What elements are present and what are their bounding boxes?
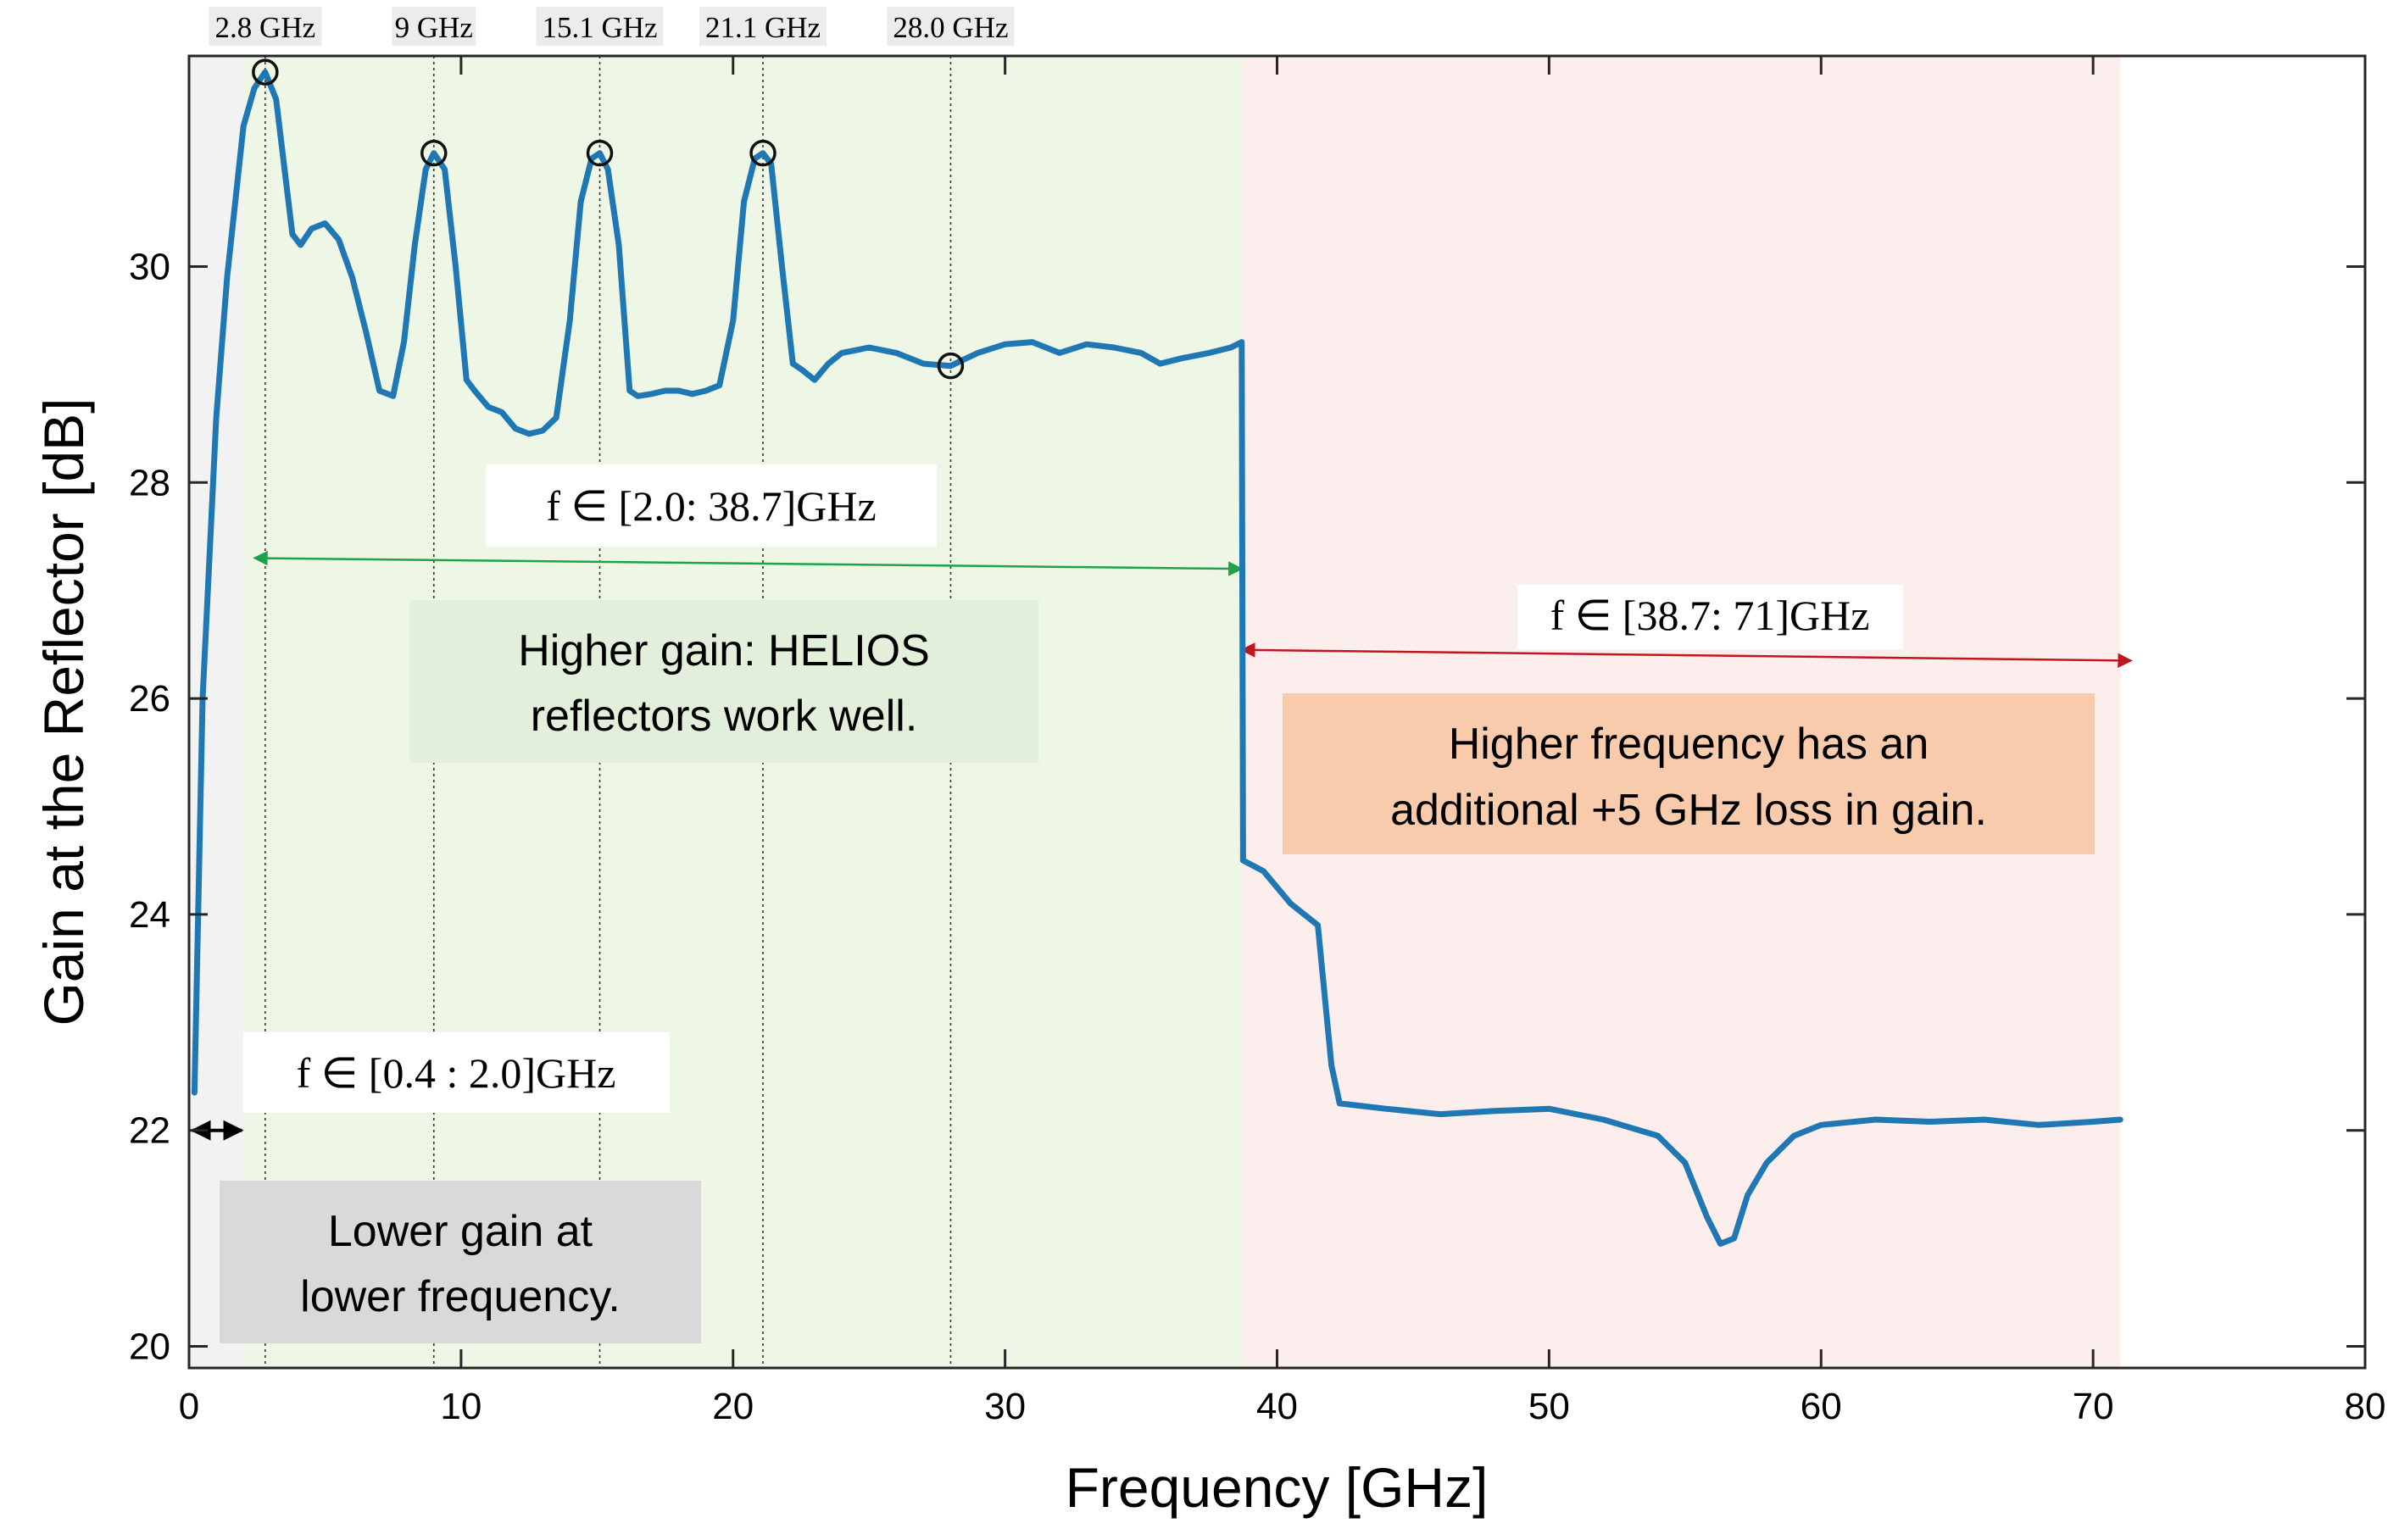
series-line-0	[191, 69, 2123, 1247]
top-label-box-4	[887, 7, 1015, 46]
y-tick-label-3: 26	[129, 678, 170, 720]
range-label-mid: f ∈ [2.0: 38.7]GHz	[546, 482, 876, 530]
top-label-box-0	[209, 7, 322, 46]
y-axis-ticks: 20 22 24 26 28 30	[129, 246, 2365, 1368]
x-tick-label-0: 0	[179, 1386, 199, 1427]
top-label-box-2	[536, 7, 664, 46]
series-line	[191, 69, 2123, 1247]
peak-marker-1	[420, 139, 448, 167]
note-box-helios	[409, 600, 1038, 763]
peak-markers	[252, 58, 965, 380]
x-tick-label-8: 80	[2345, 1386, 2386, 1427]
note-low-line1: Lower gain at	[328, 1207, 593, 1256]
x-tick-label-7: 70	[2073, 1386, 2114, 1427]
y-tick-label-1: 22	[129, 1110, 170, 1152]
x-tick-label-1: 10	[440, 1386, 481, 1427]
top-label-1: 9 GHz	[395, 11, 473, 44]
peak-marker-0	[252, 58, 279, 86]
y-tick-label-4: 28	[129, 462, 170, 503]
top-label-0: 2.8 GHz	[215, 11, 316, 44]
region-0	[189, 56, 244, 1368]
peak-guide-lines	[264, 56, 952, 1368]
x-tick-label-2: 20	[712, 1386, 754, 1427]
peak-marker-2	[586, 139, 614, 167]
note-helios-line1: Higher gain: HELIOS	[518, 626, 930, 675]
y-tick-label-5: 30	[129, 246, 170, 287]
y-tick-label-2: 24	[129, 894, 170, 936]
peak-marker-4	[937, 352, 965, 380]
note-high-line2: additional +5 GHz loss in gain.	[1390, 786, 1987, 835]
range-arrow-high	[1240, 642, 2133, 669]
note-helios-line2: reflectors work well.	[531, 692, 918, 741]
top-label-box-3	[699, 7, 827, 46]
x-tick-label-4: 40	[1256, 1386, 1298, 1427]
x-tick-label-6: 60	[1801, 1386, 1842, 1427]
top-label-4: 28.0 GHz	[893, 11, 1008, 44]
top-label-2: 15.1 GHz	[542, 11, 657, 44]
range-label-box-high	[1517, 585, 1903, 649]
note-box-low-frequency	[220, 1181, 701, 1343]
x-tick-label-3: 30	[984, 1386, 1026, 1427]
range-label-low: f ∈ [0.4 : 2.0]GHz	[297, 1049, 616, 1097]
range-arrow-mid	[253, 550, 1244, 576]
top-label-box-1	[392, 7, 476, 46]
x-axis-ticks: 0 10 20 30 40 50 60 70 80	[179, 56, 2386, 1427]
annotations: f ∈ [2.0: 38.7]GHz f ∈ [38.7: 71]GHz f ∈…	[220, 464, 2095, 1343]
top-label-3: 21.1 GHz	[705, 11, 821, 44]
range-label-box-low	[243, 1032, 670, 1113]
note-low-line2: lower frequency.	[300, 1272, 621, 1321]
peak-frequency-labels: 2.8 GHz 9 GHz 15.1 GHz 21.1 GHz 28.0 GHz	[209, 7, 1015, 46]
note-high-line1: Higher frequency has an	[1449, 720, 1929, 769]
range-label-box-mid	[486, 464, 937, 547]
y-axis-title: Gain at the Reflector [dB]	[32, 398, 95, 1026]
x-tick-label-5: 50	[1528, 1386, 1570, 1427]
x-axis-title: Frequency [GHz]	[1066, 1456, 1489, 1519]
range-label-high: f ∈ [38.7: 71]GHz	[1550, 592, 1870, 639]
note-box-high-frequency	[1283, 693, 2095, 854]
peak-marker-3	[749, 139, 776, 167]
y-tick-label-0: 20	[129, 1326, 170, 1368]
